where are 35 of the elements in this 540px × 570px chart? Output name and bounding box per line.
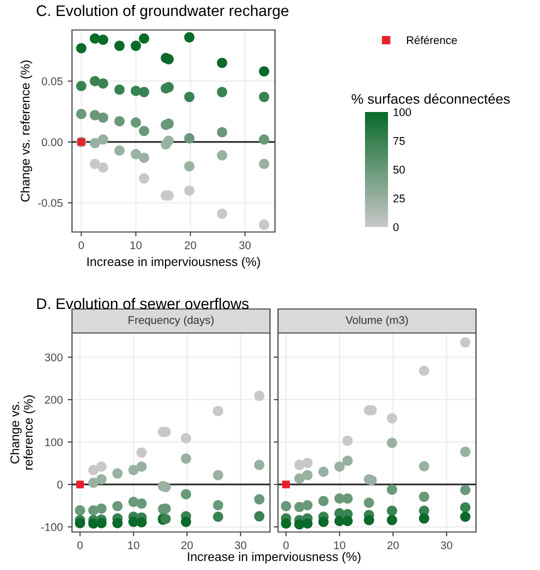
chart-title: D. Evolution of sewer overflows	[37, 298, 249, 310]
y-tick-label: 100	[45, 438, 63, 446]
color-bar-label: 25	[393, 194, 405, 202]
y-tick-label: -100	[41, 523, 63, 532]
x-tick-label: 20	[387, 541, 399, 550]
chart-title: C. Evolution of groundwater recharge	[36, 4, 288, 20]
color-bar-title: % surfaces déconnectées	[352, 93, 510, 104]
x-tick-label: 0	[78, 241, 84, 250]
y-tick-label: 0	[57, 480, 63, 489]
chart-subtitle: Frequency (days)	[128, 316, 214, 326]
color-bar-label: 75	[393, 137, 405, 145]
y-tick-label: -0.05	[38, 199, 63, 207]
y-tick-label: 0.00	[42, 138, 63, 146]
y-axis-title: Change vs. reference (%)	[10, 395, 36, 470]
x-tick-label: 0	[283, 541, 289, 550]
x-tick-label: 20	[181, 541, 193, 550]
x-tick-label: 30	[234, 541, 246, 550]
color-bar-label: 100	[394, 108, 411, 116]
x-tick-label: 10	[334, 541, 346, 550]
x-tick-label: 30	[440, 541, 452, 550]
x-axis-title: Increase in imperviousness (%)	[188, 552, 360, 564]
x-tick-label: 10	[130, 241, 142, 250]
y-tick-label: 0.05	[42, 77, 63, 86]
x-tick-label: 0	[77, 541, 83, 550]
y-tick-label: 200	[44, 396, 63, 404]
x-axis-title: Increase in imperviousness (%)	[87, 256, 260, 269]
color-bar-label: 50	[393, 166, 405, 174]
x-tick-label: 20	[184, 241, 196, 250]
x-tick-label: 30	[239, 241, 251, 250]
legend-label: Référence	[407, 36, 457, 44]
y-tick-label: 300	[44, 353, 63, 362]
chart-subtitle: Volume (m3)	[346, 316, 408, 326]
y-axis-title: Change vs. reference (%)	[20, 60, 32, 202]
x-tick-label: 10	[128, 541, 140, 550]
color-bar-label: 0	[393, 223, 399, 232]
